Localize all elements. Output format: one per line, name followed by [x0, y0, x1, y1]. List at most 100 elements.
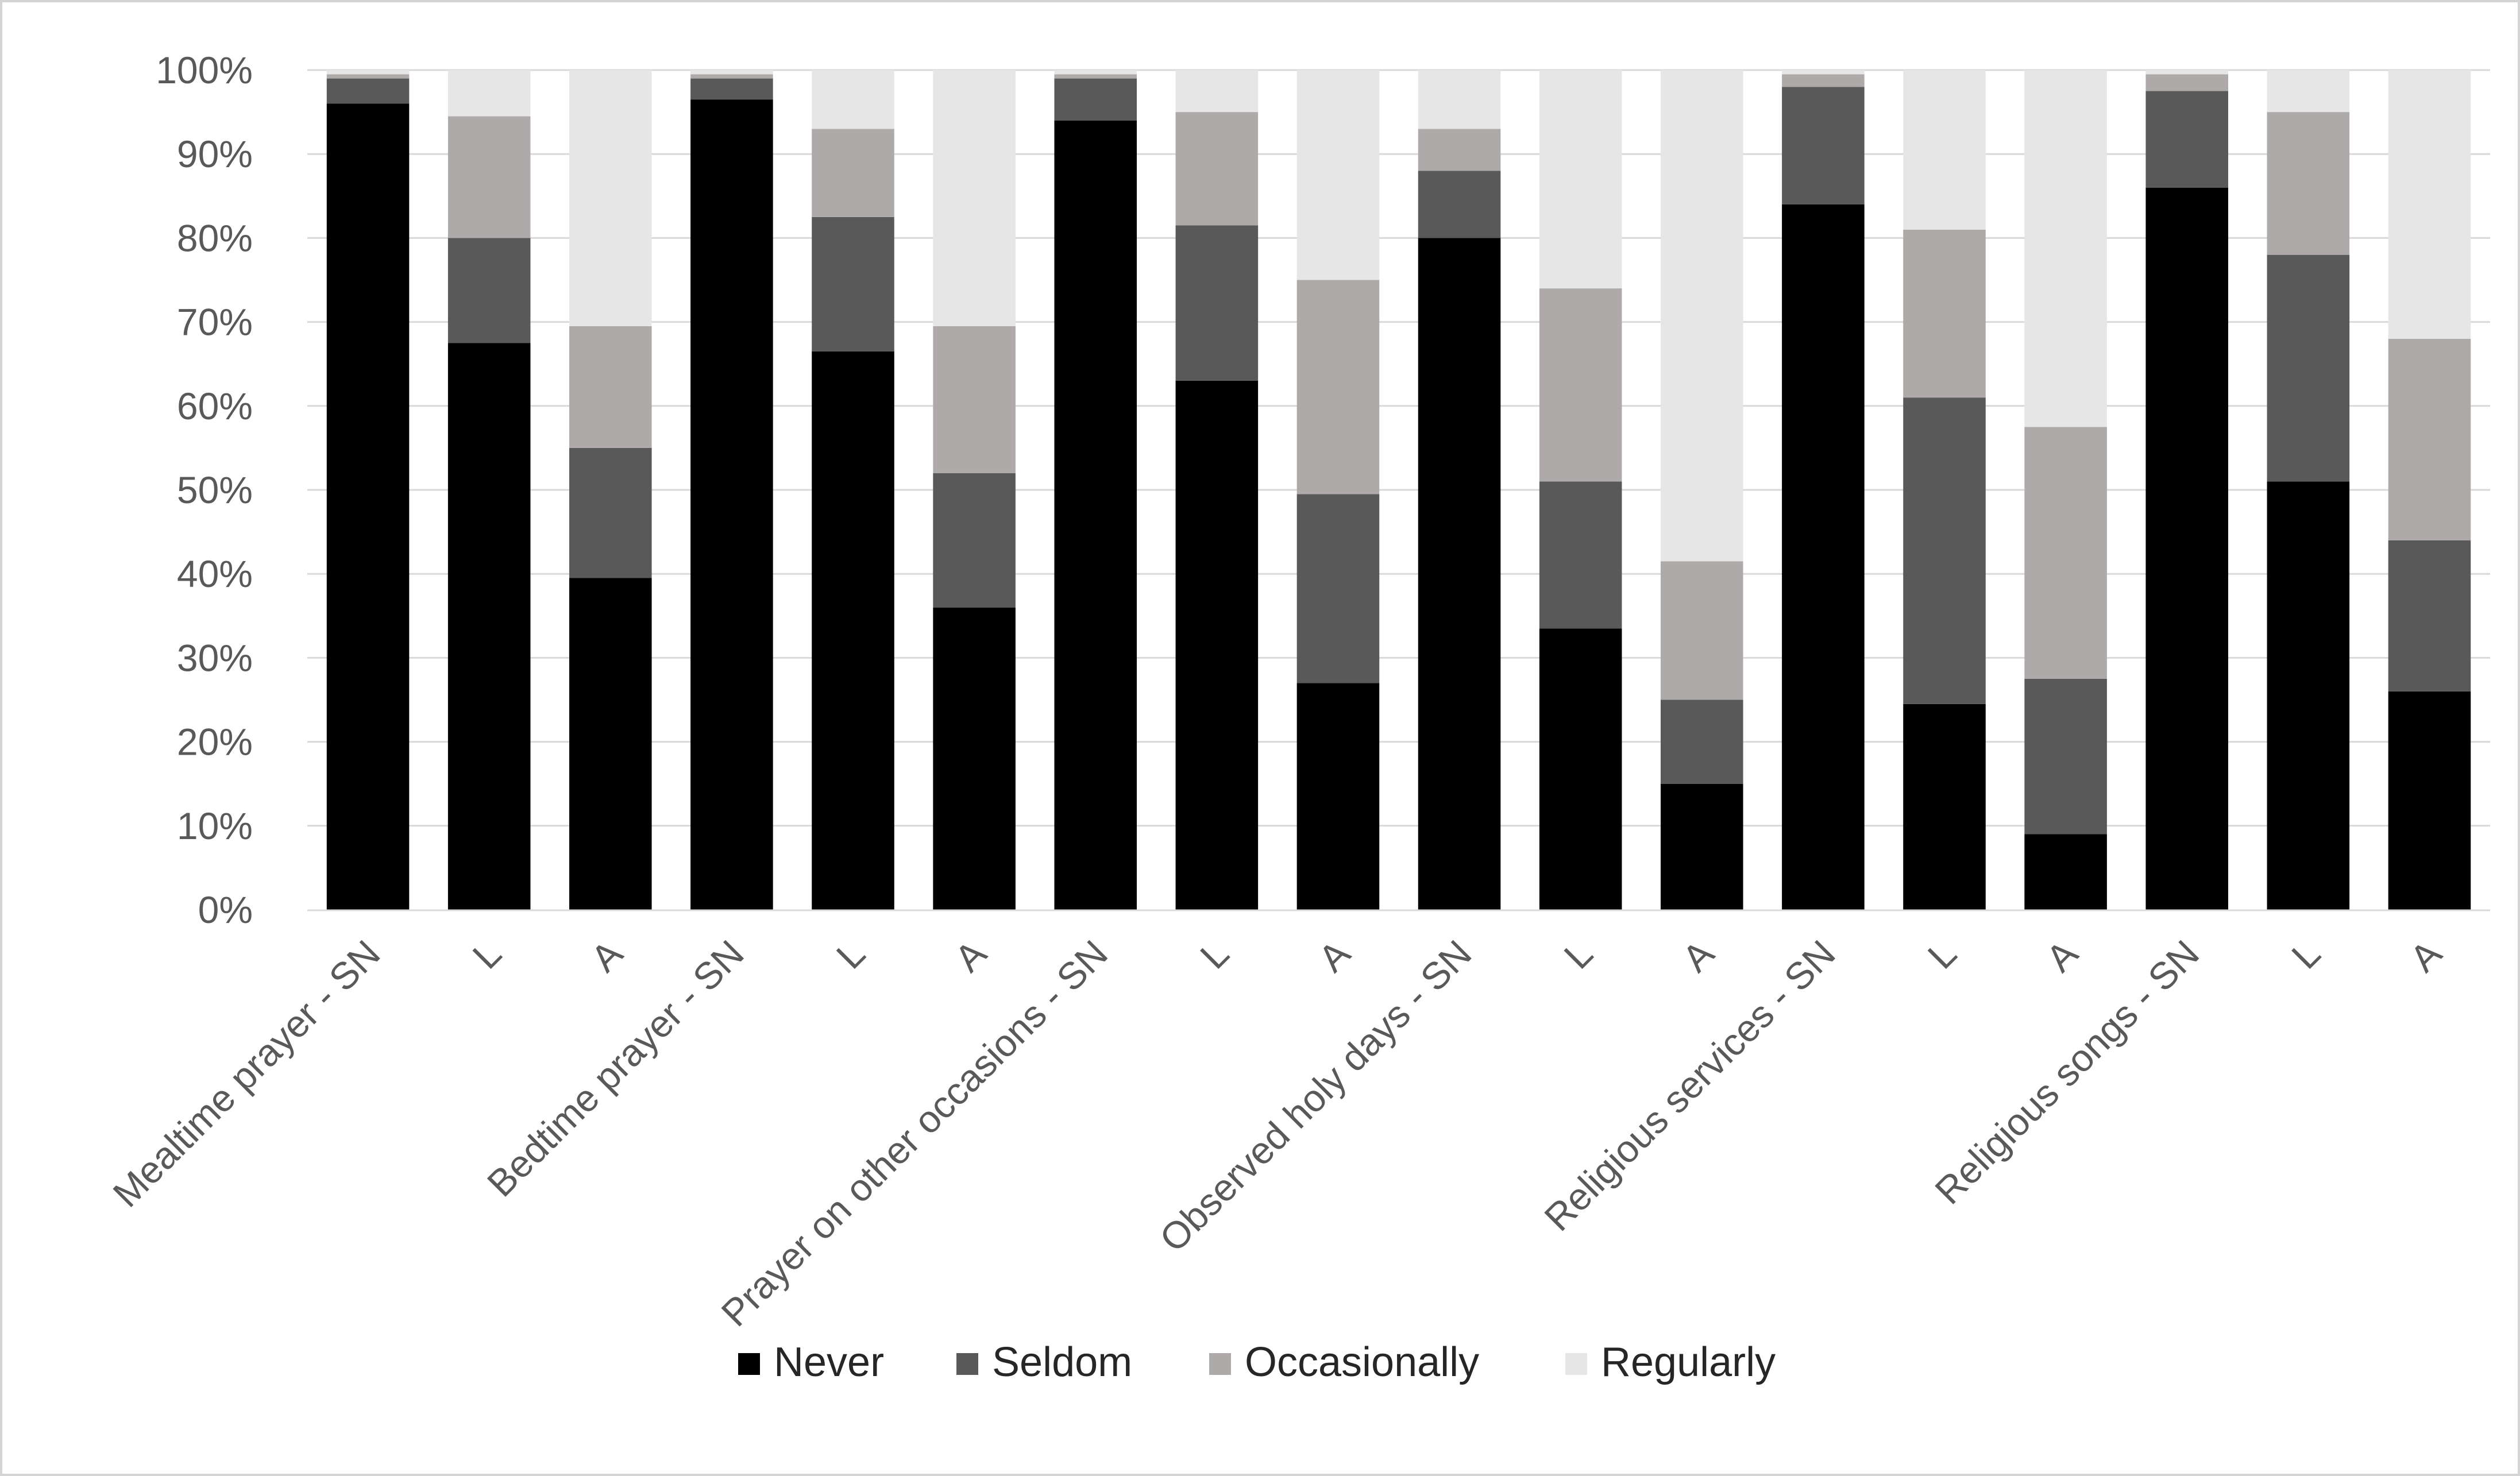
- legend: Never Seldom Occasionally Regularly: [738, 1339, 1776, 1385]
- bar-segment-occasionally: [1418, 129, 1501, 171]
- bar-segment-seldom: [2024, 678, 2107, 834]
- bar-segment-occasionally: [2388, 338, 2471, 540]
- bar-segment-occasionally: [2267, 112, 2350, 255]
- bar-segment-never: [2145, 187, 2228, 910]
- bar-segment-seldom: [1418, 171, 1501, 238]
- bar-segment-never: [326, 103, 410, 910]
- x-category-label: L: [464, 932, 509, 977]
- bar-segment-regularly: [1418, 70, 1501, 129]
- bar-segment-seldom: [933, 473, 1016, 608]
- bar-segment-regularly: [2388, 70, 2471, 339]
- bar-segment-seldom: [1296, 494, 1380, 683]
- bar-segment-never: [933, 607, 1016, 910]
- bar-segment-seldom: [1782, 87, 1865, 204]
- legend-swatch: [956, 1353, 978, 1375]
- bar-segment-seldom: [690, 78, 773, 100]
- bar-segment-never: [1296, 683, 1380, 910]
- bar-segment-seldom: [326, 78, 410, 104]
- bar-segment-occasionally: [1054, 74, 1137, 79]
- bar-segment-seldom: [1054, 78, 1137, 121]
- bar-segment-regularly: [1054, 70, 1137, 75]
- bar-segment-occasionally: [326, 74, 410, 79]
- bar-segment-regularly: [326, 70, 410, 75]
- y-tick-label: 30%: [177, 636, 253, 679]
- bar-segment-seldom: [1175, 225, 1259, 381]
- x-category-label: A: [582, 932, 630, 980]
- bar-segment-seldom: [812, 217, 894, 351]
- bar-segment-occasionally: [690, 74, 773, 79]
- bar-segment-occasionally: [447, 116, 531, 238]
- x-category-label: Mealtime prayer - SN: [105, 932, 388, 1215]
- x-category-label: A: [947, 932, 994, 980]
- legend-label: Regularly: [1601, 1339, 1776, 1385]
- y-tick-label: 70%: [177, 301, 253, 343]
- bar-segment-seldom: [1903, 397, 1986, 704]
- bar-segment-never: [447, 343, 531, 910]
- bar-segment-occasionally: [1782, 74, 1865, 87]
- bar-segment-never: [812, 351, 894, 910]
- bar-segment-seldom: [2145, 91, 2228, 188]
- bar-segment-occasionally: [1539, 288, 1622, 482]
- legend-item-seldom: Seldom: [956, 1339, 1132, 1385]
- bar-segment-occasionally: [1175, 112, 1259, 226]
- x-category-label: A: [2402, 932, 2449, 980]
- x-category-label: Observed holy days - SN: [1151, 932, 1479, 1260]
- gridlines: [307, 69, 2490, 827]
- bar-segment-seldom: [1539, 481, 1622, 629]
- bar-segment-occasionally: [933, 326, 1016, 473]
- bar-segment-never: [1418, 238, 1501, 910]
- x-category-label: A: [2038, 932, 2086, 980]
- bar-segment-regularly: [812, 70, 894, 129]
- bar-segment-never: [1661, 783, 1743, 910]
- bar-segment-seldom: [2388, 540, 2471, 691]
- bar-segment-occasionally: [1296, 280, 1380, 494]
- y-tick-label: 60%: [177, 385, 253, 427]
- bars: [326, 70, 2471, 910]
- bar-segment-never: [690, 99, 773, 910]
- bar-segment-never: [1539, 628, 1622, 910]
- legend-label: Occasionally: [1245, 1339, 1479, 1385]
- bar-segment-seldom: [2267, 254, 2350, 482]
- bar-segment-never: [569, 578, 652, 910]
- x-category-label: A: [1674, 932, 1722, 980]
- y-tick-label: 50%: [177, 469, 253, 511]
- bar-segment-regularly: [1661, 70, 1743, 562]
- bar-segment-seldom: [447, 238, 531, 343]
- bar-segment-never: [1054, 120, 1137, 910]
- x-category-label: L: [1192, 932, 1237, 977]
- x-category-label: L: [2283, 932, 2328, 977]
- bar-segment-regularly: [1175, 70, 1259, 113]
- legend-item-never: Never: [738, 1339, 884, 1385]
- x-category-label: Religious services - SN: [1536, 932, 1843, 1239]
- bar-segment-regularly: [2024, 70, 2107, 427]
- y-tick-label: 20%: [177, 721, 253, 763]
- bar-segment-regularly: [1539, 70, 1622, 289]
- bar-segment-regularly: [933, 70, 1016, 326]
- y-tick-label: 80%: [177, 217, 253, 259]
- bar-segment-never: [2024, 834, 2107, 910]
- x-category-label: A: [1310, 932, 1358, 980]
- bar-segment-occasionally: [569, 326, 652, 448]
- bar-segment-never: [2388, 691, 2471, 910]
- y-tick-label: 40%: [177, 552, 253, 595]
- bar-segment-occasionally: [1903, 229, 1986, 398]
- legend-swatch: [1209, 1353, 1231, 1375]
- bar-segment-never: [1782, 204, 1865, 910]
- x-category-label: L: [1920, 932, 1965, 977]
- bar-segment-regularly: [2267, 70, 2350, 113]
- bar-segment-occasionally: [812, 129, 894, 217]
- bar-segment-occasionally: [2145, 74, 2228, 91]
- legend-swatch: [1565, 1353, 1587, 1375]
- y-tick-label: 0%: [198, 888, 253, 931]
- bar-segment-never: [2267, 481, 2350, 910]
- bar-segment-seldom: [1661, 700, 1743, 784]
- y-tick-label: 100%: [156, 49, 253, 91]
- x-category-label: L: [1556, 932, 1600, 977]
- bar-segment-regularly: [690, 70, 773, 75]
- bar-segment-occasionally: [2024, 427, 2107, 679]
- x-category-label: Prayer on other occasions - SN: [713, 932, 1116, 1335]
- bar-segment-seldom: [569, 447, 652, 578]
- bar-segment-occasionally: [1661, 561, 1743, 700]
- bar-segment-never: [1903, 704, 1986, 910]
